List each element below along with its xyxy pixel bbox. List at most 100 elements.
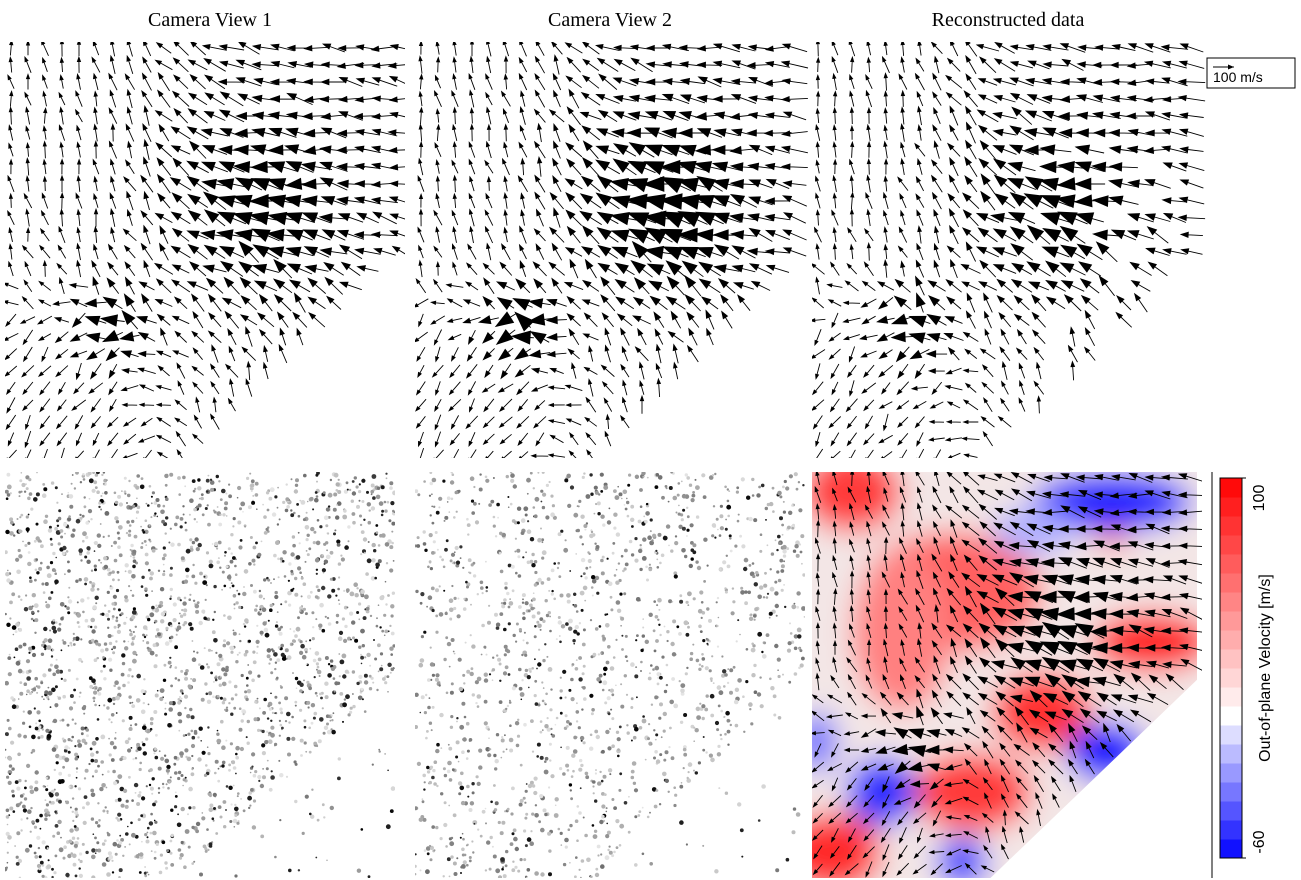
arrow	[1070, 328, 1075, 347]
particle	[542, 729, 544, 731]
arrow	[884, 193, 889, 209]
particle	[600, 490, 603, 493]
arrow	[687, 313, 699, 328]
arrow	[867, 176, 871, 193]
particle	[16, 862, 20, 866]
particle	[534, 560, 537, 563]
arrow	[994, 129, 1017, 135]
particle	[421, 635, 424, 638]
particle	[128, 480, 130, 482]
arrow	[878, 282, 894, 290]
arrow	[535, 193, 545, 210]
particle	[583, 586, 588, 591]
arrow	[470, 177, 474, 191]
arrow	[568, 349, 579, 359]
particle	[47, 811, 50, 814]
particle	[295, 677, 298, 680]
particle	[224, 585, 227, 588]
arrow	[549, 404, 565, 407]
arrow	[143, 58, 151, 73]
particle	[44, 818, 47, 821]
arrow	[483, 331, 495, 343]
particle	[657, 598, 662, 603]
arrow	[932, 382, 941, 394]
particle	[141, 576, 144, 579]
arrow	[884, 414, 889, 430]
particle	[34, 787, 39, 792]
particle	[510, 842, 514, 846]
particle	[501, 821, 505, 825]
arrow	[43, 142, 46, 159]
particle	[35, 569, 38, 572]
particle	[54, 572, 57, 575]
arrow	[566, 179, 583, 189]
particle	[497, 517, 499, 519]
particle	[498, 821, 501, 824]
particle	[542, 506, 545, 509]
arrow	[916, 449, 923, 463]
particle	[76, 767, 78, 769]
arrow	[536, 40, 544, 55]
particle	[77, 743, 82, 748]
arrow	[414, 332, 427, 342]
particle	[541, 681, 543, 683]
particle	[56, 761, 59, 764]
arrow	[604, 398, 611, 411]
particle	[387, 770, 389, 772]
particle	[594, 730, 598, 734]
particle	[181, 609, 183, 611]
particle	[607, 849, 609, 851]
particle	[307, 553, 310, 556]
arrow	[831, 399, 840, 412]
particle	[192, 806, 195, 809]
particle	[177, 476, 181, 480]
arrow	[916, 261, 923, 278]
particle	[560, 747, 562, 749]
particle	[300, 640, 303, 643]
arrow	[420, 75, 423, 90]
particle	[305, 795, 309, 799]
arrow	[470, 109, 473, 124]
particle	[625, 563, 629, 567]
arrow	[451, 449, 458, 463]
particle	[470, 672, 474, 676]
particle	[674, 794, 677, 797]
particle	[471, 500, 474, 503]
arrow	[126, 278, 135, 295]
arrow	[4, 301, 19, 305]
particle	[240, 798, 242, 800]
particle	[673, 704, 678, 709]
arrow	[436, 109, 439, 122]
particle	[99, 787, 103, 791]
arrow	[623, 381, 627, 396]
particle	[213, 681, 215, 683]
arrow	[995, 175, 1016, 192]
arrow	[450, 365, 460, 377]
arrow	[517, 382, 529, 395]
particle	[789, 474, 793, 478]
particle	[139, 768, 142, 771]
arrow	[504, 125, 507, 142]
arrow	[950, 158, 958, 176]
particle	[71, 645, 73, 647]
particle	[107, 591, 110, 594]
particle	[287, 753, 291, 757]
particle	[25, 594, 27, 596]
particle	[240, 539, 243, 542]
particle	[179, 613, 181, 615]
particle	[718, 617, 720, 619]
arrow	[832, 41, 838, 55]
arrow	[75, 415, 82, 428]
particle	[253, 546, 257, 550]
arrow	[929, 296, 945, 310]
particle	[190, 678, 192, 680]
particle	[443, 823, 447, 827]
particle	[315, 857, 317, 859]
arrow	[453, 142, 456, 157]
particle	[201, 493, 204, 496]
arrow	[280, 329, 286, 346]
particle	[531, 813, 534, 816]
arrow	[27, 41, 30, 56]
particle	[6, 815, 10, 819]
particle	[51, 868, 54, 871]
